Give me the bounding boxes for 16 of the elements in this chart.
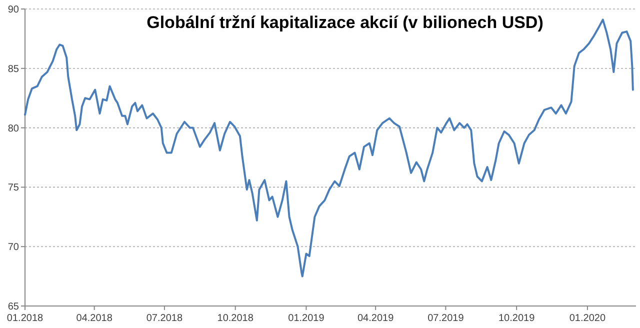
- x-tick-label: 01.2020: [569, 313, 606, 324]
- x-tick-label: 01.2018: [6, 313, 44, 324]
- y-tick-label: 80: [8, 123, 20, 134]
- y-tick-label: 85: [8, 64, 20, 75]
- x-tick-label: 10.2018: [217, 313, 254, 324]
- x-tick-label: 10.2019: [498, 313, 536, 324]
- x-tick-label: 07.2019: [428, 313, 464, 324]
- x-tick-label: 07.2018: [146, 313, 183, 324]
- chart-title: Globální tržní kapitalizace akcií (v bilionech USD): [146, 13, 544, 32]
- y-tick-label: 70: [8, 242, 20, 254]
- y-tick-label: 75: [8, 182, 20, 194]
- x-tick-label: 04.2018: [76, 313, 113, 324]
- y-tick-label: 90: [8, 4, 20, 16]
- y-tick-label: 65: [8, 302, 20, 312]
- x-tick-label: 04.2019: [357, 313, 394, 324]
- x-tick-label: 01.2019: [288, 313, 325, 324]
